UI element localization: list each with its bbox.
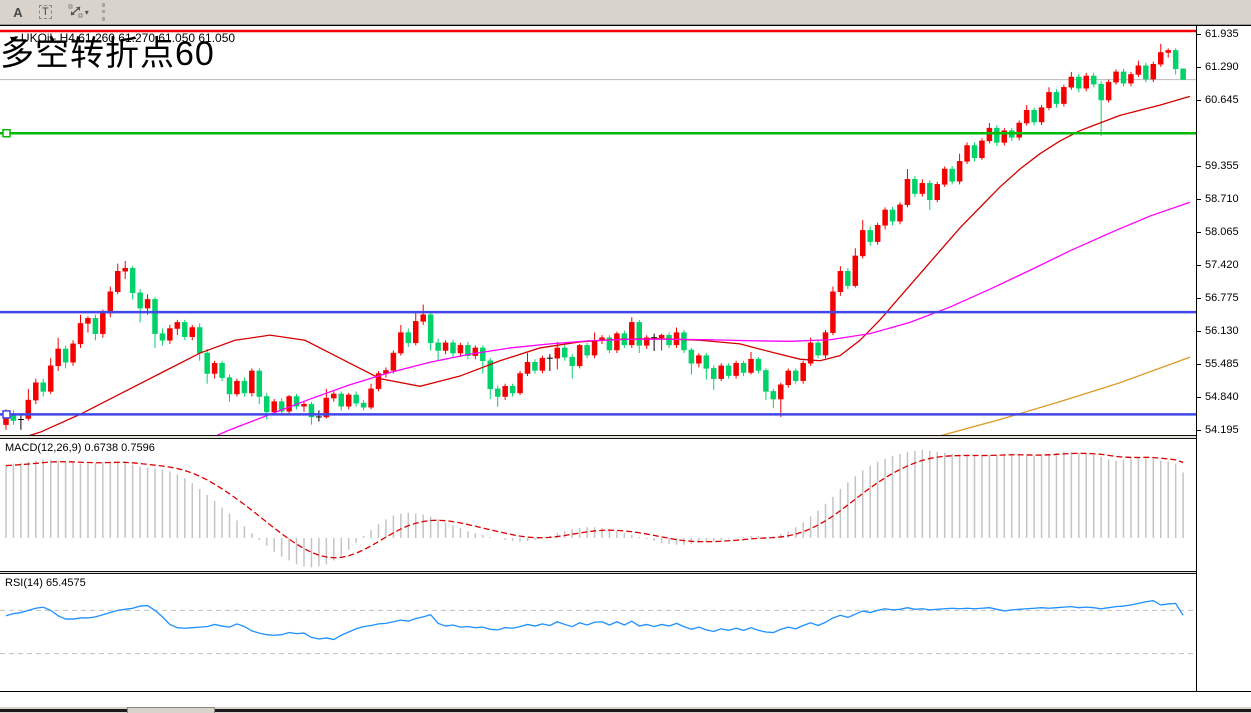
axis-tick bbox=[1197, 232, 1201, 234]
horizontal-scrollbar[interactable] bbox=[0, 707, 1251, 713]
chart-annotation-text[interactable]: 多空转折点60 bbox=[0, 35, 215, 73]
axis-tick bbox=[1197, 199, 1201, 201]
hline-handle[interactable] bbox=[2, 128, 11, 138]
macd-pane[interactable] bbox=[0, 439, 1196, 571]
candlestick-chart bbox=[0, 29, 1196, 435]
rsi-label: RSI(14) 65.4575 bbox=[5, 577, 86, 589]
price-tick-label: 56.775 bbox=[1205, 292, 1239, 305]
toolbar-grip[interactable] bbox=[101, 3, 112, 21]
axis-tick bbox=[1197, 298, 1201, 300]
axis-tick bbox=[1197, 100, 1201, 102]
axis-tick bbox=[1197, 265, 1201, 267]
collapse-arrow-icon[interactable]: ▼ bbox=[8, 34, 17, 44]
price-tick-label: 59.355 bbox=[1205, 160, 1239, 173]
chart-window: ▼ UKOil-,H4 61.260 61.270 61.050 61.050 多… bbox=[0, 25, 1251, 713]
axis-tick bbox=[1197, 34, 1201, 36]
chevron-down-icon: ▾ bbox=[84, 7, 89, 17]
axis-tick bbox=[1197, 166, 1201, 168]
pane-separator-2[interactable] bbox=[0, 571, 1251, 574]
macd-label: MACD(12,26,9) 0.6738 0.7596 bbox=[5, 442, 155, 454]
cursor-arrows-icon bbox=[68, 4, 83, 21]
macd-chart bbox=[5, 449, 1184, 568]
text-label-tool-button[interactable]: A bbox=[6, 2, 30, 23]
main-price-pane[interactable] bbox=[0, 26, 1196, 435]
price-tick-label: 56.130 bbox=[1205, 325, 1239, 338]
price-tick-label: 58.065 bbox=[1205, 226, 1239, 239]
symbol-ohlc-text: UKOil-,H4 61.260 61.270 61.050 61.050 bbox=[20, 31, 236, 45]
price-tick-label: 55.485 bbox=[1205, 358, 1239, 371]
scrollbar-thumb[interactable] bbox=[127, 707, 215, 713]
axis-tick bbox=[1197, 331, 1201, 333]
rsi-pane[interactable] bbox=[0, 574, 1196, 691]
price-tick-label: 61.290 bbox=[1205, 61, 1239, 74]
toolbar: A T ▾ bbox=[0, 0, 1251, 25]
price-tick-label: 57.420 bbox=[1205, 259, 1239, 272]
price-axis[interactable]: 61.935 61.290 60.645 59.355 58.710 58.065 57.4… bbox=[1196, 26, 1251, 691]
pane-separator[interactable] bbox=[0, 435, 1251, 439]
hline-handle[interactable] bbox=[2, 410, 11, 419]
price-tick-label: 60.645 bbox=[1205, 94, 1239, 107]
scrollbar-track bbox=[0, 709, 1251, 712]
text-tool-icon: A bbox=[13, 4, 23, 20]
cursor-tool-button[interactable]: ▾ bbox=[61, 2, 96, 23]
textbox-tool-icon: T bbox=[39, 5, 52, 19]
time-axis[interactable] bbox=[0, 691, 1251, 707]
text-box-tool-button[interactable]: T bbox=[32, 2, 59, 23]
rsi-chart bbox=[0, 600, 1196, 655]
axis-tick bbox=[1197, 429, 1201, 431]
price-tick-label: 54.195 bbox=[1205, 423, 1239, 436]
price-tick-label: 58.710 bbox=[1205, 193, 1239, 206]
price-tick-label: 54.840 bbox=[1205, 391, 1239, 404]
axis-tick bbox=[1197, 364, 1201, 366]
axis-tick bbox=[1197, 397, 1201, 399]
price-tick-label: 61.935 bbox=[1205, 28, 1239, 41]
axis-tick bbox=[1197, 67, 1201, 69]
symbol-header[interactable]: ▼ UKOil-,H4 61.260 61.270 61.050 61.050 bbox=[8, 31, 235, 45]
